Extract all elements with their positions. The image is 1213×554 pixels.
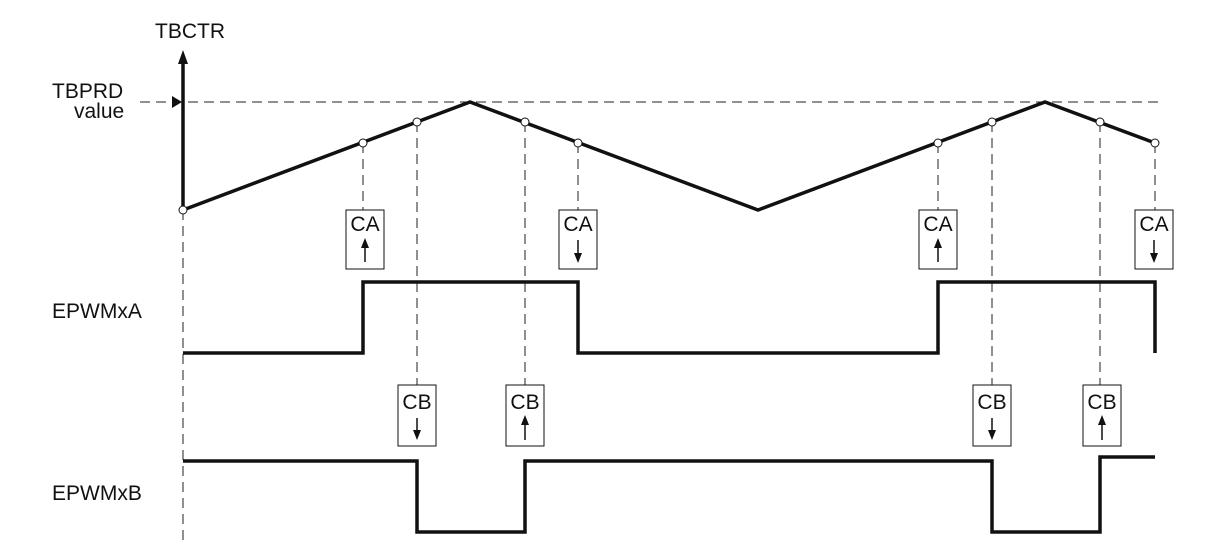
cb-event-box-2: CB — [505, 384, 545, 447]
cb-event-box-4: CB — [1082, 384, 1122, 447]
ca-match-marker — [573, 138, 583, 148]
arrow-up-icon — [1098, 415, 1106, 440]
cb-match-marker — [987, 117, 997, 127]
compare-match-markers — [178, 117, 1160, 215]
tbprd-value-label: value — [74, 100, 124, 123]
arrow-down-icon — [413, 418, 421, 440]
ca-event-label: CA — [350, 213, 379, 236]
ca-match-marker — [1150, 138, 1160, 148]
epwmxa-waveform — [183, 280, 1157, 355]
cb-match-marker — [1095, 117, 1105, 127]
cb-match-marker — [520, 117, 530, 127]
ca-match-marker — [933, 138, 943, 148]
cb-event-label: CB — [1087, 391, 1116, 414]
cb-event-label: CB — [977, 391, 1006, 414]
cb-event-label: CB — [510, 391, 539, 414]
ca-event-label: CA — [1139, 213, 1168, 236]
tbctr-waveform — [182, 100, 1156, 212]
cb-match-marker — [412, 117, 422, 127]
arrow-down-icon — [574, 240, 582, 263]
guide-lines — [182, 122, 1156, 545]
ca-match-marker — [358, 138, 368, 148]
ca-event-box-3: CA — [918, 209, 958, 270]
cb-event-box-1: CB — [397, 384, 437, 447]
epwmxa-label: EPWMxA — [52, 300, 142, 323]
epwmxb-waveform — [183, 455, 1155, 534]
ca-event-box-1: CA — [345, 209, 385, 270]
tbctr-label: TBCTR — [155, 20, 225, 43]
ca-event-box-4: CA — [1134, 209, 1174, 270]
counter-zero-marker — [178, 205, 188, 215]
cb-event-label: CB — [402, 391, 431, 414]
arrow-up-icon — [934, 238, 942, 262]
tbctr-axis-arrowhead — [178, 50, 188, 64]
tbprd-label: TBPRD — [52, 80, 123, 103]
arrow-down-icon — [988, 418, 996, 440]
tbprd-pointer-arrow — [172, 96, 182, 108]
ca-event-label: CA — [923, 213, 952, 236]
arrow-up-icon — [361, 238, 369, 262]
ca-event-label: CA — [563, 213, 592, 236]
epwmxb-label: EPWMxB — [52, 482, 142, 505]
cb-event-box-3: CB — [972, 384, 1012, 447]
ca-event-box-2: CA — [558, 209, 598, 270]
arrow-down-icon — [1150, 240, 1158, 263]
arrow-up-icon — [521, 415, 529, 440]
